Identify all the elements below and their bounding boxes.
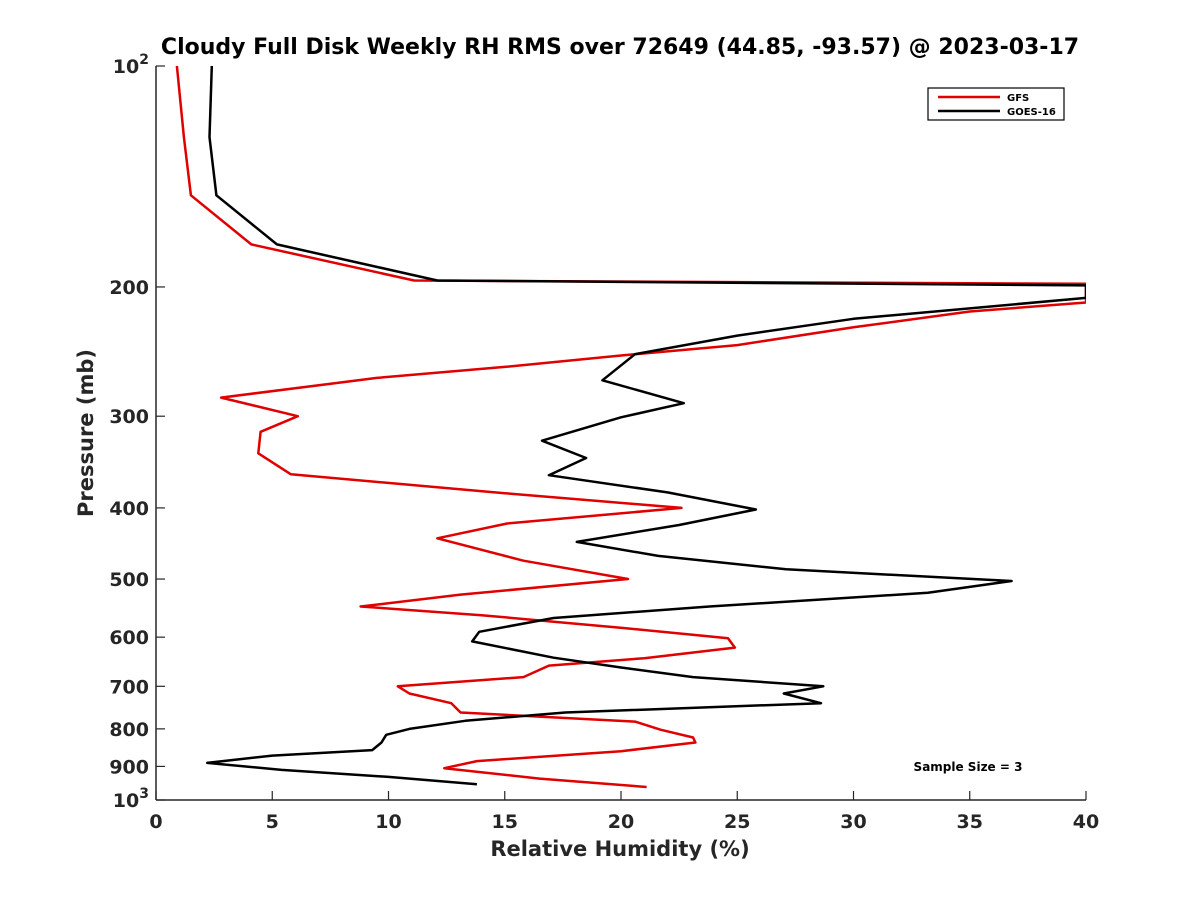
plot-area xyxy=(156,66,1086,800)
legend-label-goes16: GOES-16 xyxy=(1007,107,1056,118)
x-tick-label: 40 xyxy=(1073,811,1099,833)
legend-label-gfs: GFS xyxy=(1007,93,1029,104)
series-line-goes-16 xyxy=(205,66,1086,786)
x-tick-label: 20 xyxy=(608,811,634,833)
y-tick-label: 400 xyxy=(109,498,149,520)
x-tick-label: 10 xyxy=(375,811,401,833)
legend: GFS GOES-16 xyxy=(927,87,1065,121)
x-tick-label: 0 xyxy=(149,811,162,833)
series-line-gfs xyxy=(175,66,1086,789)
x-tick-label: 35 xyxy=(957,811,983,833)
x-tick-label: 15 xyxy=(492,811,518,833)
y-tick-label: 800 xyxy=(109,719,149,741)
chart-title: Cloudy Full Disk Weekly RH RMS over 7264… xyxy=(161,35,1079,60)
y-axis-label: Pressure (mb) xyxy=(74,349,98,517)
y-tick-label: 900 xyxy=(109,756,149,778)
y-tick-label: 200 xyxy=(109,277,149,299)
sample-size-annotation: Sample Size = 3 xyxy=(914,760,1023,774)
x-tick-label: 5 xyxy=(266,811,279,833)
axes-layer: 0 5 10 15 20 25 30 35 40102200300400500600700800… xyxy=(109,52,1099,833)
y-tick-label: 700 xyxy=(109,676,149,698)
y-tick-label: 600 xyxy=(109,627,149,649)
x-tick-label: 25 xyxy=(724,811,750,833)
y-tick-label: 500 xyxy=(109,569,149,591)
legend-box xyxy=(927,87,1065,121)
y-tick-label: 300 xyxy=(109,406,149,428)
series-layer xyxy=(175,66,1086,789)
x-axis-label: Relative Humidity (%) xyxy=(490,837,749,861)
x-tick-label: 30 xyxy=(840,811,866,833)
